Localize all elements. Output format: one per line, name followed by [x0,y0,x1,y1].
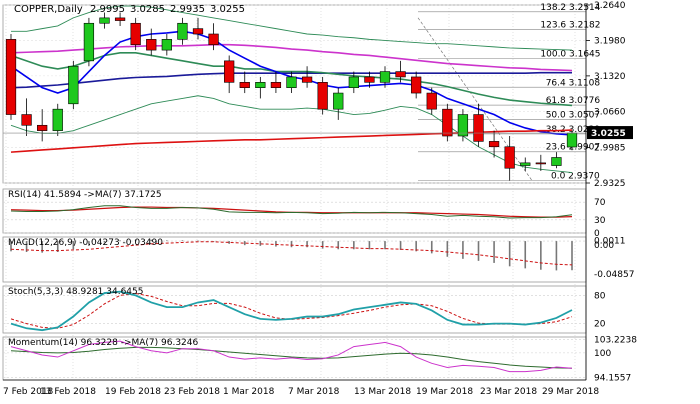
ohlc-open: 2.9995 [90,4,125,15]
momentum-ma-line [10,346,573,369]
bear-candle [395,71,406,78]
price-tick-label: 2.9325 [594,179,626,189]
x-tick-label: 23 Feb 2018 [164,387,220,397]
momentum-tick-label: 103.2238 [594,335,637,345]
macd-label: MACD(12,26,9) -0.04273 -0.03490 [8,238,163,248]
fibonacci-level-label: 0.0 2.9370 [551,172,600,182]
price-tick-label: 3.2640 [594,1,626,11]
momentum-tick-label: 100 [594,349,611,359]
bull-candle [255,82,266,88]
x-tick-label: 7 Mar 2018 [288,387,340,397]
bull-candle [68,65,79,105]
macd-tick-label: 0.0011 [594,236,626,246]
rsi-tick-label: 70 [594,198,606,208]
fibonacci-level-label: 38.2 3.0239 [546,125,601,135]
x-tick-label: 13 Feb 2018 [40,387,96,397]
price-tick-label: 3.1980 [594,36,626,46]
momentum-tick-label: 94.1557 [594,373,631,383]
stoch-tick-label: 80 [594,291,606,301]
x-tick-label: 29 Mar 2018 [542,387,599,397]
bull-candle [379,71,391,83]
bull-candle [457,114,469,137]
bear-candle [192,28,204,35]
bull-candle [551,157,562,166]
envelope-band-upper [11,5,573,51]
price-tick-label: 2.9985 [594,144,626,154]
rsi-tick-label: 30 [594,216,606,226]
x-tick-label: 7 Feb 2018 [3,387,54,397]
price-tick-label: 3.0660 [594,107,626,117]
x-tick-label: 1 Mar 2018 [223,387,275,397]
fibonacci-level-label: 50.0 3.0507 [546,111,600,121]
bear-candle [5,39,17,115]
macd-signal-line [10,241,573,266]
bear-candle [364,76,375,83]
x-tick-label: 19 Mar 2018 [416,387,473,397]
bull-candle [333,92,344,110]
bear-candle [224,60,235,83]
bear-candle [270,82,282,88]
bear-candle [426,92,437,110]
bull-candle [286,76,297,88]
momentum-label: Momentum(14) 96.3228 ->MA(7) 96.3246 [8,338,199,348]
stoch-tick-label: 20 [594,320,606,330]
fibonacci-level-label: 138.2 3.2514 [540,3,600,13]
bear-candle [317,82,328,110]
last-price-value: 3.0255 [591,129,626,139]
bear-candle [239,82,250,88]
bear-candle [504,146,515,169]
bull-candle [177,22,188,40]
bear-candle [146,39,157,51]
price-tick-label: 3.1320 [594,72,626,82]
stoch-d-line [10,293,573,329]
bear-candle [37,124,48,131]
ohlc-low: 2.9935 [170,4,205,15]
bear-candle [130,22,141,46]
bear-candle [208,33,219,46]
momentum-line [10,340,573,373]
bear-candle [488,141,500,148]
fibonacci-level-label: 100.0 3.1645 [540,49,600,59]
x-tick-label: 19 Feb 2018 [105,387,161,397]
stoch-k-line [10,290,573,332]
bear-candle [301,76,313,83]
fibonacci-level-label: 61.8 3.0776 [546,96,601,106]
bull-candle [99,17,110,24]
x-tick-label: 13 Mar 2018 [354,387,411,397]
chart-title: COPPER,Daily [14,4,83,15]
price-panel: 138.2 3.2514 123.6 3.2182 100.0 3.1645 76.4… [3,3,601,182]
bull-candle [52,108,63,131]
fibonacci-level-label: 76.4 3.1108 [546,78,601,88]
bull-candle [83,22,95,62]
x-tick-label: 23 Mar 2018 [480,387,537,397]
stoch-label: Stoch(5,3,3) 48.9281 34.6455 [8,287,143,297]
bull-candle [161,39,172,51]
bull-candle [520,162,531,166]
moving-average-line [10,43,573,72]
bull-candle [348,76,359,88]
last-price-badge [587,126,633,140]
bull-candle [566,132,578,148]
bear-candle [21,114,32,126]
macd-tick-label: -0.04857 [594,270,634,280]
ohlc-high: 3.0285 [130,4,165,15]
macd-tick-label: 0.00 [594,241,614,251]
bear-candle [411,76,422,94]
rsi-label: RSI(14) 41.5894 ->MA(7) 37.1725 [8,190,162,200]
ohlc-close: 3.0255 [210,4,245,15]
bear-candle [442,108,453,137]
indicator-panels [10,205,573,373]
fibonacci-level-label: 123.6 3.2182 [540,21,600,31]
rsi-line [10,205,573,219]
bear-candle [473,114,484,142]
rsi-tick-label: 0 [594,229,600,239]
bear-candle [535,162,546,165]
fibonacci-level-label: 23.6 2.9907 [546,143,600,153]
bear-candle [114,17,126,21]
